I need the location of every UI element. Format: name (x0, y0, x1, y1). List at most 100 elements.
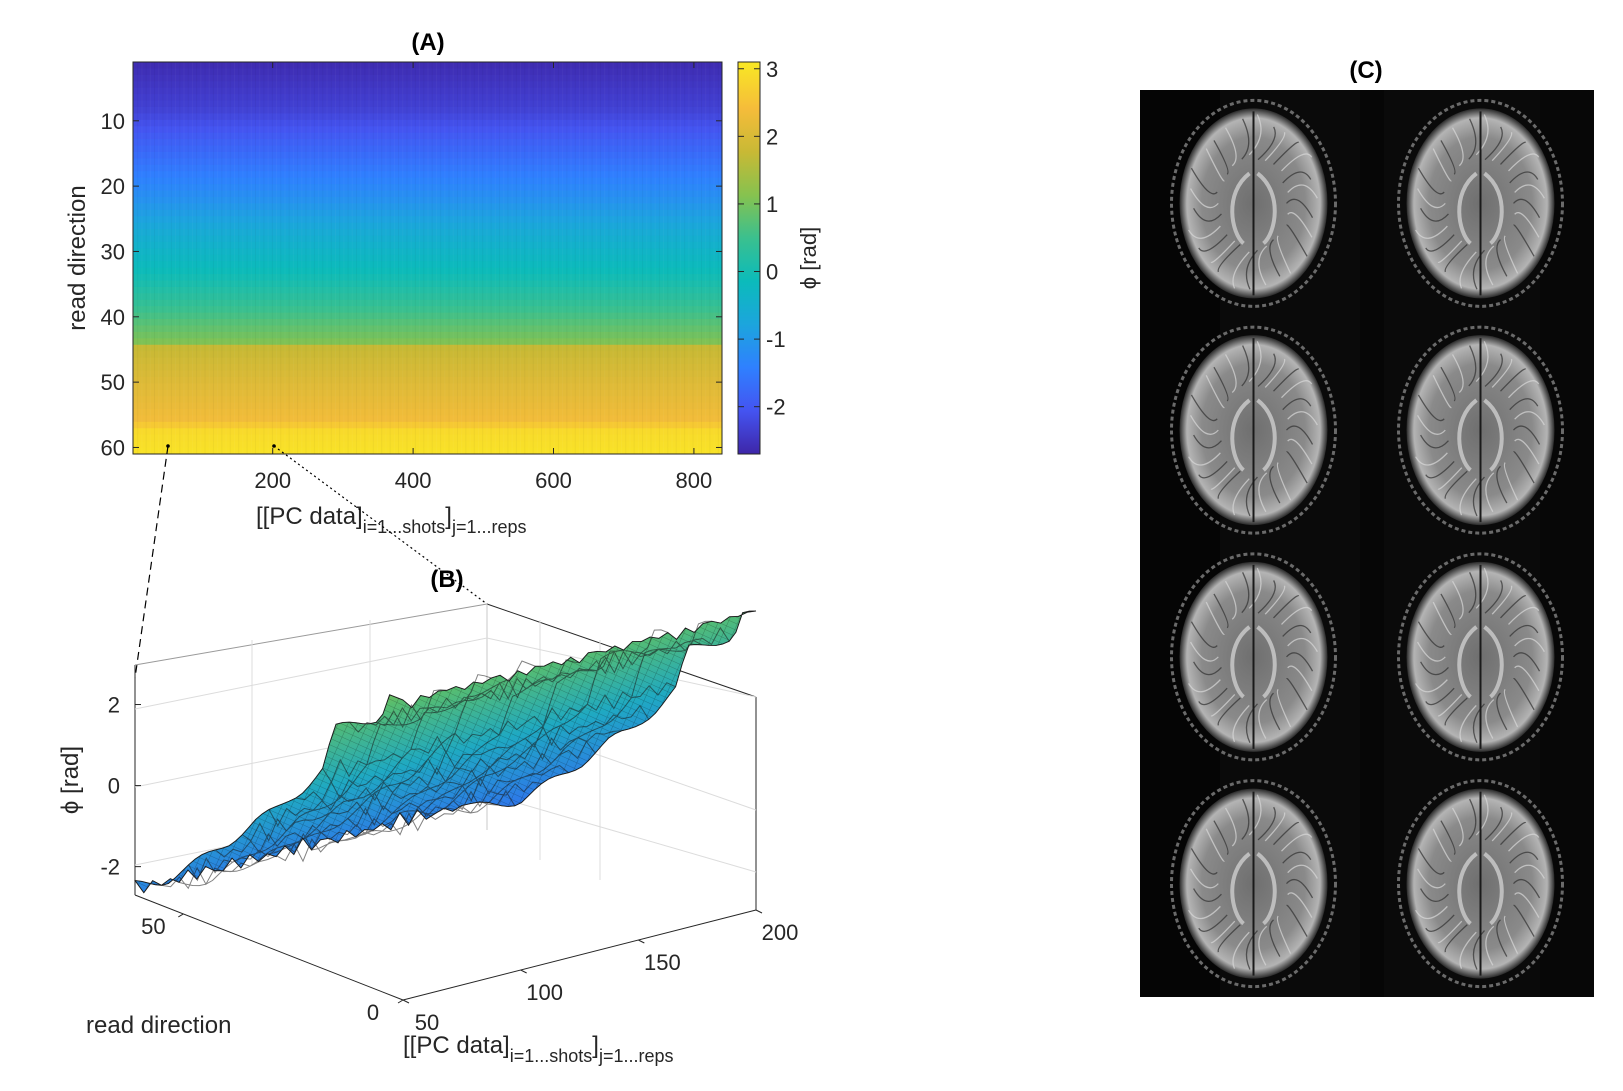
heatmap-texture (297, 62, 298, 454)
heatmap-row (133, 364, 722, 372)
mri-gyrus (1440, 140, 1456, 175)
heatmap-texture (196, 62, 197, 454)
mri-ventricle (1457, 852, 1478, 926)
heatmap-texture (537, 62, 538, 454)
heatmap-row (133, 396, 722, 404)
heatmap-texture (705, 62, 706, 454)
mri-gyrus (1509, 851, 1539, 864)
mri-gyrus (1440, 593, 1456, 629)
heatmap-x-tick-label: 200 (254, 468, 291, 493)
heatmap-texture (322, 62, 323, 454)
mri-skull (1170, 552, 1337, 762)
heatmap-texture (238, 62, 239, 454)
mri-gyrus (1432, 375, 1452, 409)
heatmap-texture (415, 62, 416, 454)
mri-gyrus (1198, 914, 1228, 932)
mri-gyrus (1287, 637, 1318, 653)
heatmap-texture (348, 62, 349, 454)
heatmap-row (133, 383, 722, 391)
mri-gyrus (1264, 812, 1286, 842)
mri-gyrus (1287, 665, 1313, 692)
surface-x-label-main: [[PC data] (403, 1032, 510, 1059)
heatmap-x-label-mid: ] (445, 503, 452, 530)
mri-ventricle (1483, 171, 1504, 245)
heatmap-texture (352, 62, 353, 454)
mri-gyrus (1484, 580, 1503, 614)
mri-gyrus (1269, 465, 1281, 504)
heatmap-row (133, 306, 722, 314)
mri-gyrus (1213, 140, 1229, 175)
surface-y-tick-label: 50 (141, 914, 165, 939)
mri-gyrus (1444, 697, 1468, 726)
heatmap-texture (183, 62, 184, 454)
heatmap-row (133, 113, 722, 121)
mri-gyrus (1514, 438, 1540, 465)
heatmap-texture (301, 62, 302, 454)
heatmap-texture (571, 62, 572, 454)
mri-gyrus (1468, 798, 1477, 840)
mri-ventricle (1256, 171, 1277, 245)
heatmap-texture (221, 62, 222, 454)
heatmap-row (133, 196, 722, 204)
heatmap-texture (242, 62, 243, 454)
heatmap-row (133, 248, 722, 256)
heatmap-texture (583, 62, 584, 454)
mri-gyrus (1282, 398, 1312, 411)
heatmap-row (133, 68, 722, 76)
mri-gyrus (1264, 358, 1286, 388)
mri-gyrus (1245, 249, 1258, 290)
mri-ventricle (1483, 852, 1504, 926)
heatmap-texture (175, 62, 176, 454)
heatmap-row (133, 280, 722, 288)
surface-z-tick-label: 0 (108, 774, 120, 799)
mri-gyrus (1508, 606, 1540, 625)
mri-gyrus (1415, 225, 1448, 239)
heatmap-row (133, 151, 722, 159)
mri-ventricle (1256, 625, 1277, 699)
heatmap-texture (499, 62, 500, 454)
heatmap-x-label-main: [[PC data] (256, 503, 363, 530)
mri-gyrus (1472, 476, 1485, 517)
mri-gyrus (1285, 904, 1308, 937)
mri-gyrus (1188, 905, 1221, 920)
mri-gyrus (1425, 461, 1455, 479)
heatmap-texture (579, 62, 580, 454)
mri-gyrus (1258, 472, 1268, 513)
mri-gyrus (1193, 434, 1222, 449)
heatmap-texture (276, 62, 277, 454)
heatmap-texture (440, 62, 441, 454)
mri-slice (1397, 98, 1564, 308)
heatmap-texture (541, 62, 542, 454)
heatmap-row (133, 132, 722, 140)
mri-gyrus (1514, 411, 1545, 426)
surface-z-label: ϕ [rad] (57, 746, 84, 814)
colorbar-tick-label: -2 (766, 395, 786, 420)
heatmap-texture (688, 62, 689, 454)
heatmap-texture (179, 62, 180, 454)
mri-gyrus (1491, 585, 1513, 615)
mri-gyrus (1508, 153, 1540, 172)
mri-gyrus (1472, 249, 1485, 290)
mri-gyrus (1420, 434, 1449, 449)
mri-gyrus (1485, 699, 1495, 739)
mri-gyrus (1503, 688, 1519, 728)
heatmap-texture (621, 62, 622, 454)
heatmap-texture (524, 62, 525, 454)
mri-gyrus (1496, 919, 1508, 957)
heatmap-texture (554, 62, 555, 454)
mri-ventricle (1457, 398, 1478, 472)
mri-gyrus (1269, 692, 1281, 731)
mri-gyrus (1224, 354, 1237, 394)
mri-gyrus (1416, 641, 1446, 662)
heatmap-texture (655, 62, 656, 454)
heatmap-x-tick-label: 800 (676, 468, 713, 493)
mri-gyrus (1224, 807, 1237, 847)
heatmap-texture (684, 62, 685, 454)
surface-x-tick-mark (755, 909, 763, 914)
heatmap-texture (562, 62, 563, 454)
mri-gyrus (1475, 567, 1489, 609)
heatmap-texture (512, 62, 513, 454)
mri-gyrus (1451, 807, 1464, 847)
mri-gyrus (1287, 864, 1318, 879)
mri-gyrus (1198, 234, 1228, 252)
